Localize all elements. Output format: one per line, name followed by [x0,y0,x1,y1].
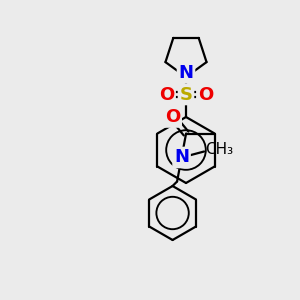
Text: O: O [198,85,213,103]
Text: S: S [179,85,193,103]
Text: O: O [165,108,180,126]
Text: CH₃: CH₃ [206,142,234,158]
Text: N: N [174,148,189,166]
Text: O: O [159,85,174,103]
Text: N: N [178,64,194,82]
